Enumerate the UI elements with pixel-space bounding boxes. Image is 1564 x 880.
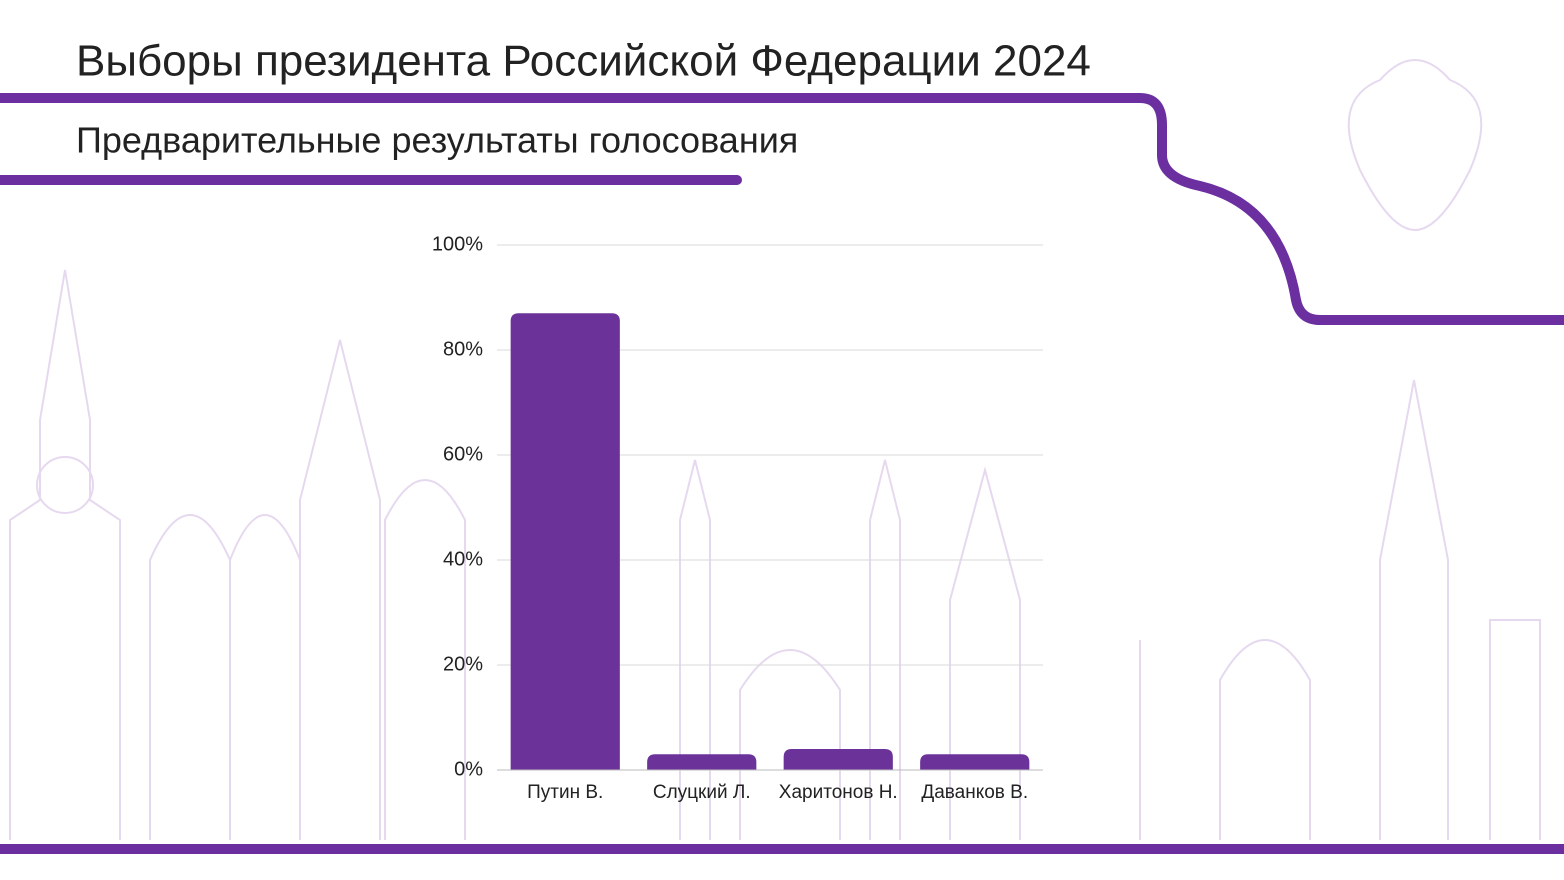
chart-title: Выборы президента Российской Федерации 2… (76, 37, 1091, 86)
y-tick-label: 40% (443, 548, 483, 570)
bar (647, 754, 757, 770)
bar (920, 754, 1030, 770)
y-tick-label: 100% (432, 233, 483, 255)
y-tick-label: 60% (443, 443, 483, 465)
x-tick-label: Слуцкий Л. (653, 782, 751, 803)
bar (783, 749, 893, 770)
bar (510, 313, 620, 770)
skyline-decoration (9, 59, 1541, 840)
chart-subtitle: Предварительные результаты голосования (76, 120, 798, 161)
y-tick-label: 0% (454, 758, 483, 780)
x-tick-label: Путин В. (527, 782, 603, 803)
y-tick-label: 20% (443, 653, 483, 675)
footer-line (0, 844, 1564, 854)
x-tick-label: Даванков В. (921, 782, 1028, 803)
header-line (0, 93, 1564, 325)
x-tick-label: Харитонов Н. (779, 782, 898, 803)
y-tick-label: 80% (443, 338, 483, 360)
